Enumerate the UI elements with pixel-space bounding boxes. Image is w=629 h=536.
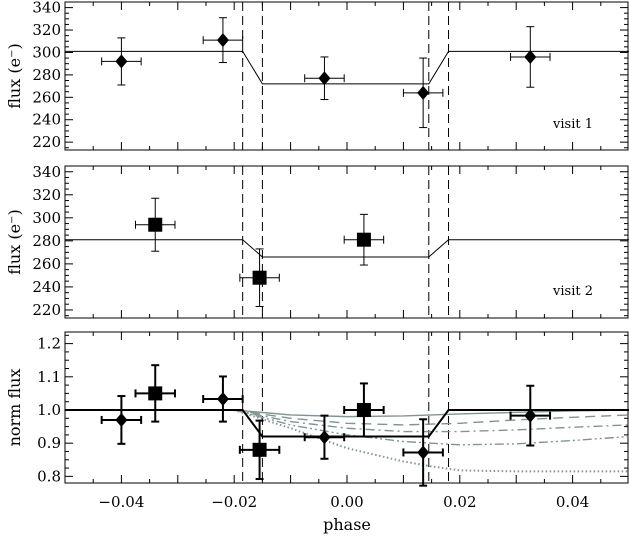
y-tick-label: 240 xyxy=(32,111,61,129)
data-point-diamond xyxy=(115,412,128,427)
y-tick-label: 300 xyxy=(32,43,61,61)
plot-frame xyxy=(64,165,629,319)
y-tick-label: 280 xyxy=(32,232,61,250)
y-tick-label: 0.8 xyxy=(37,467,61,485)
panel-combined: 0.8 0.9 1.0 1.1 1.2 norm flux −0.04 −0.02 0.00 0.… xyxy=(5,331,629,534)
y-tick-label: 1.0 xyxy=(37,401,61,419)
y-tick-label: 300 xyxy=(32,209,61,227)
x-tick-label: 0.02 xyxy=(443,493,476,511)
y-tick-label: 220 xyxy=(32,301,61,319)
y-tick-label: 340 xyxy=(32,163,61,181)
x-axis-title: phase xyxy=(323,515,371,534)
data-point-diamond xyxy=(524,408,537,423)
plot-frame xyxy=(64,1,629,151)
transit-model xyxy=(65,50,629,85)
data-point-square xyxy=(356,402,371,417)
data-point-diamond xyxy=(216,392,229,407)
x-tick-label: −0.02 xyxy=(211,493,257,511)
tail-model-dashdot xyxy=(234,409,629,433)
y-axis-title: norm flux xyxy=(5,369,24,447)
y-tick-label: 280 xyxy=(32,66,61,84)
transit-model xyxy=(65,239,629,258)
panel-visit-2: 220 240 260 280 300 320 340 flux (e⁻) visit 2 xyxy=(5,163,629,319)
visit-label: visit 1 xyxy=(552,117,593,132)
plot-frame xyxy=(64,331,629,484)
data-point-diamond xyxy=(417,445,430,460)
y-tick-label: 240 xyxy=(32,278,61,296)
data-point-diamond xyxy=(115,54,128,69)
y-tick-label: 320 xyxy=(32,186,61,204)
transit-model xyxy=(65,408,629,438)
x-tick-label: −0.04 xyxy=(98,493,144,511)
data-point-diamond xyxy=(216,33,229,48)
y-tick-label: 1.1 xyxy=(37,368,61,386)
data-point-diamond xyxy=(524,49,537,64)
data-point-diamond xyxy=(318,71,331,86)
data-point-square xyxy=(252,442,267,457)
visit-label: visit 2 xyxy=(552,284,593,299)
data-point-diamond xyxy=(417,85,430,100)
tail-model-dashdotdot xyxy=(234,409,629,446)
tail-model-dotted xyxy=(233,409,629,473)
data-point-square xyxy=(356,232,371,247)
y-tick-label: 260 xyxy=(32,255,61,273)
data-point-square xyxy=(148,217,163,232)
y-tick-label: 1.2 xyxy=(37,335,61,353)
x-tick-label: 0.00 xyxy=(330,493,363,511)
x-tick-label: 0.04 xyxy=(556,493,589,511)
data-point-square xyxy=(252,270,267,285)
y-axis-title: flux (e⁻) xyxy=(5,209,24,274)
tail-model-solid xyxy=(234,409,629,418)
y-axis-title: flux (e⁻) xyxy=(5,43,24,108)
data-point-square xyxy=(148,386,163,401)
tail-model-dashed xyxy=(234,409,629,426)
y-tick-label: 260 xyxy=(32,88,61,106)
panel-visit-1: 220 240 260 280 300 320 340 flux (e⁻) visit 1 xyxy=(5,0,629,151)
y-tick-label: 0.9 xyxy=(37,434,61,452)
y-tick-label: 220 xyxy=(32,133,61,151)
y-tick-label: 320 xyxy=(32,21,61,39)
y-tick-label: 340 xyxy=(32,0,61,17)
data-point-diamond xyxy=(318,430,331,445)
